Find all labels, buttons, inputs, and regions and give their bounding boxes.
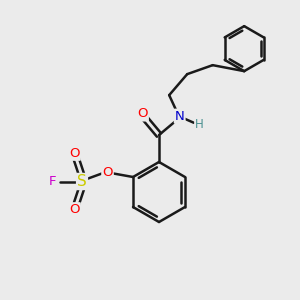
Text: O: O bbox=[69, 203, 80, 216]
Text: H: H bbox=[195, 118, 204, 131]
Text: O: O bbox=[102, 166, 113, 179]
Text: S: S bbox=[77, 174, 87, 189]
Text: O: O bbox=[69, 147, 80, 160]
Text: O: O bbox=[137, 107, 148, 121]
Text: F: F bbox=[49, 175, 57, 188]
Text: N: N bbox=[175, 110, 184, 123]
